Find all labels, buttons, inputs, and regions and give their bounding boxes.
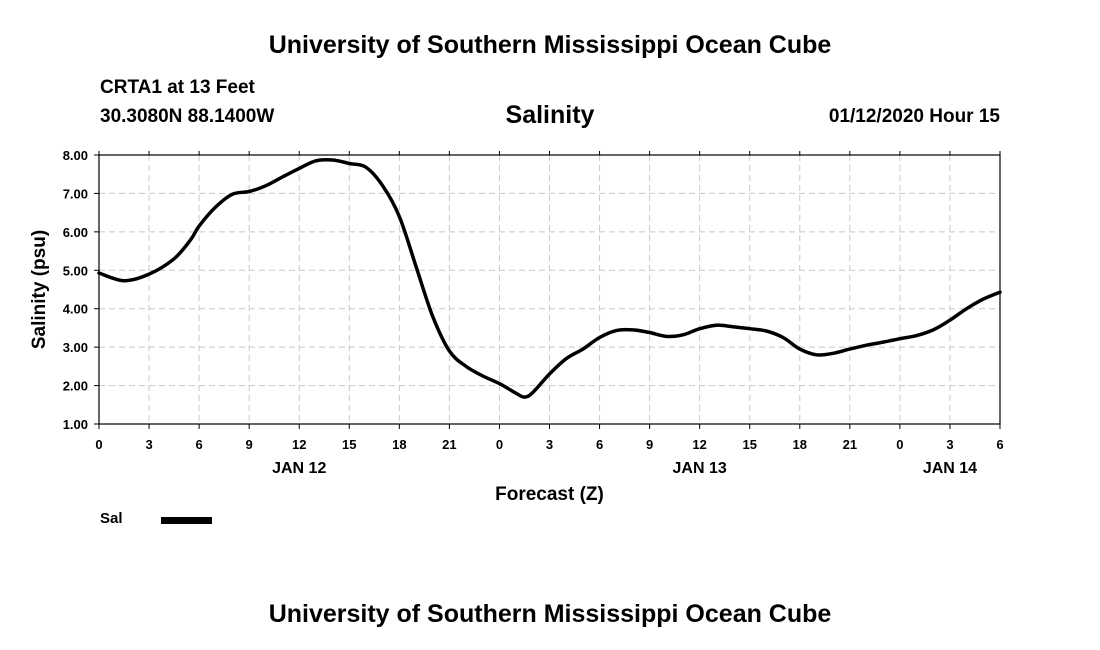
x-tick-label: 9 <box>646 437 653 452</box>
x-tick-label: 6 <box>195 437 202 452</box>
x-tick-label: 3 <box>946 437 953 452</box>
y-tick-label: 4.00 <box>63 302 88 317</box>
y-tick-label: 7.00 <box>63 186 88 201</box>
station-label: CRTA1 at 13 Feet <box>100 77 255 98</box>
y-axis-label: Salinity (psu) <box>29 230 50 349</box>
forecast-timestamp: 01/12/2020 Hour 15 <box>828 106 1000 127</box>
x-tick-label: 0 <box>496 437 503 452</box>
x-tick-label: 3 <box>145 437 152 452</box>
y-tick-label: 3.00 <box>63 340 88 355</box>
x-tick-label: 15 <box>342 437 356 452</box>
x-tick-label: 6 <box>996 437 1003 452</box>
x-tick-label: 9 <box>246 437 253 452</box>
x-tick-label: 12 <box>292 437 306 452</box>
date-label: JAN 12 <box>272 460 326 477</box>
x-axis-label: Forecast (Z) <box>495 484 604 505</box>
y-tick-label: 8.00 <box>63 148 88 163</box>
x-tick-label: 21 <box>843 437 857 452</box>
page-title: University of Southern Mississippi Ocean… <box>268 31 832 59</box>
x-tick-label: 18 <box>392 437 406 452</box>
y-tick-label: 6.00 <box>63 225 88 240</box>
y-tick-label: 5.00 <box>63 263 88 278</box>
x-tick-label: 0 <box>896 437 903 452</box>
x-tick-label: 0 <box>95 437 102 452</box>
y-tick-label: 2.00 <box>63 379 88 394</box>
coordinates-label: 30.3080N 88.1400W <box>100 106 275 127</box>
legend-swatch <box>161 517 212 524</box>
plot-frame <box>98 154 1001 425</box>
x-tick-label: 6 <box>596 437 603 452</box>
date-label: JAN 14 <box>923 460 977 477</box>
x-tick-label: 15 <box>742 437 756 452</box>
legend-label: Sal <box>100 510 123 527</box>
x-tick-label: 3 <box>546 437 553 452</box>
y-tick-label: 1.00 <box>63 417 88 432</box>
x-tick-label: 18 <box>793 437 807 452</box>
series-line-sal <box>97 157 1002 399</box>
date-label: JAN 13 <box>673 460 727 477</box>
chart-title: Salinity <box>505 101 595 129</box>
x-tick-label: 21 <box>442 437 456 452</box>
footer-title: University of Southern Mississippi Ocean… <box>268 600 832 628</box>
x-tick-label: 12 <box>692 437 706 452</box>
